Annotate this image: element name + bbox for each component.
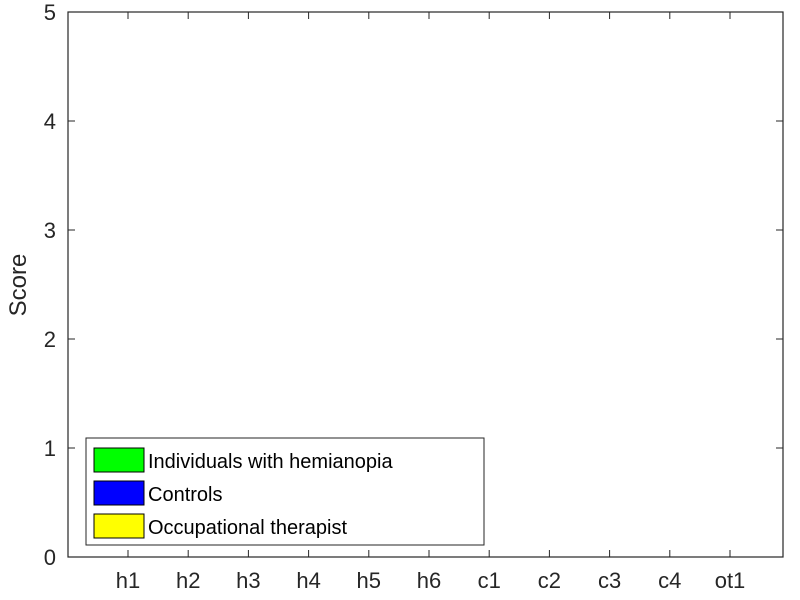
legend-label-3: Occupational therapist bbox=[148, 517, 347, 539]
x-tick-label-c3: c3 bbox=[598, 568, 621, 593]
y-tick-label-5: 5 bbox=[44, 0, 56, 25]
x-tick-label-h5: h5 bbox=[357, 568, 381, 593]
y-axis-title: Score bbox=[5, 254, 32, 317]
y-tick-label-4: 4 bbox=[44, 109, 56, 134]
legend-box bbox=[85, 437, 485, 546]
x-tick-label-h6: h6 bbox=[417, 568, 441, 593]
x-tick-label-c1: c1 bbox=[478, 568, 501, 593]
x-tick-label-h1: h1 bbox=[116, 568, 140, 593]
legend-label-2: Controls bbox=[148, 484, 222, 506]
x-tick-label-h2: h2 bbox=[176, 568, 200, 593]
legend-swatch-1 bbox=[93, 447, 145, 473]
y-tick-label-3: 3 bbox=[44, 218, 56, 243]
legend-swatch-2 bbox=[93, 480, 145, 506]
x-tick-label-c4: c4 bbox=[658, 568, 681, 593]
x-tick-label-h3: h3 bbox=[236, 568, 260, 593]
y-tick-label-0: 0 bbox=[44, 545, 56, 570]
axes-frame bbox=[67, 11, 784, 558]
legend: Individuals with hemianopia Controls Occup… bbox=[85, 437, 485, 546]
legend-swatch-3 bbox=[93, 513, 145, 539]
y-tick-label-2: 2 bbox=[44, 327, 56, 352]
x-tick-label-c2: c2 bbox=[538, 568, 561, 593]
legend-label-1: Individuals with hemianopia bbox=[148, 451, 393, 473]
x-tick-label-h4: h4 bbox=[296, 568, 320, 593]
x-tick-label-ot1: ot1 bbox=[715, 568, 746, 593]
y-tick-label-1: 1 bbox=[44, 436, 56, 461]
